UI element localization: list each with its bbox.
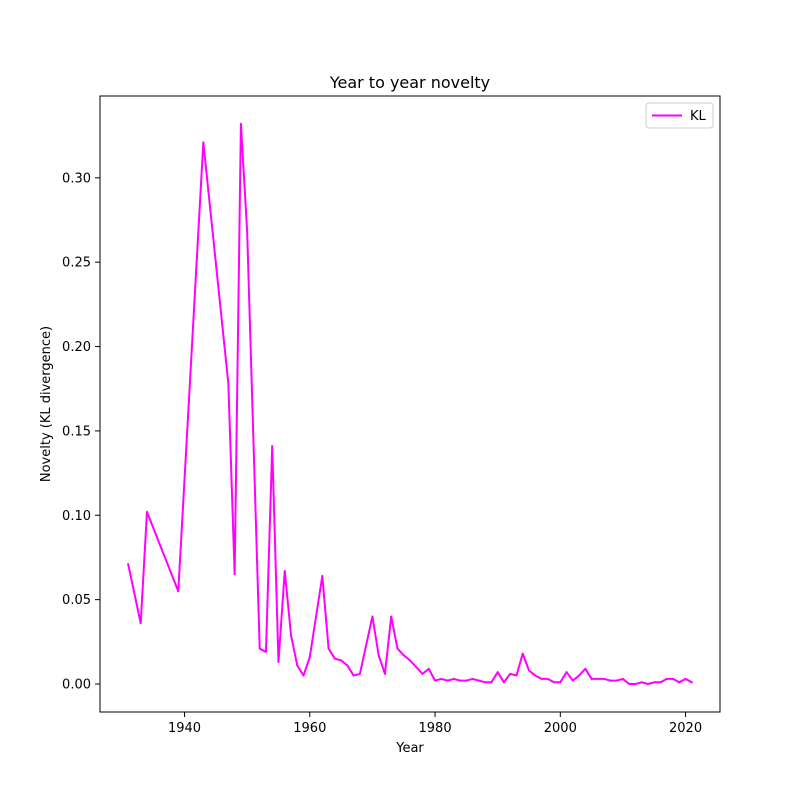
data-point <box>145 510 148 513</box>
data-point <box>659 681 662 684</box>
legend-label-kl: KL <box>690 109 707 124</box>
data-point <box>202 141 205 144</box>
data-point <box>271 445 274 448</box>
data-point <box>571 679 574 682</box>
series-layer <box>127 122 693 685</box>
data-point <box>383 672 386 675</box>
x-tick-label: 1980 <box>419 721 452 736</box>
data-point <box>534 674 537 677</box>
x-tick-label: 1940 <box>168 721 201 736</box>
data-point <box>227 382 230 385</box>
y-tick-label: 0.10 <box>62 509 91 524</box>
data-point <box>690 681 693 684</box>
data-point <box>290 634 293 637</box>
axes-frame <box>99 95 721 713</box>
y-axis-label: Novelty (KL divergence) <box>39 326 54 482</box>
data-point <box>371 615 374 618</box>
data-point <box>546 677 549 680</box>
data-point <box>459 679 462 682</box>
data-point <box>484 681 487 684</box>
y-tick-label: 0.30 <box>62 171 91 186</box>
data-point <box>653 681 656 684</box>
data-point <box>465 679 468 682</box>
data-point <box>621 677 624 680</box>
data-point <box>603 677 606 680</box>
y-tick-label: 0.15 <box>62 424 91 439</box>
data-point <box>628 682 631 685</box>
data-point <box>409 659 411 662</box>
x-axis-label: Year <box>395 741 424 756</box>
data-point <box>346 664 349 667</box>
data-point <box>296 664 299 667</box>
data-point <box>672 677 675 680</box>
y-axis: 0.00 0.05 0.10 0.15 0.20 0.25 0.30 <box>62 171 100 692</box>
data-point <box>553 681 556 684</box>
x-tick-label: 2020 <box>669 721 702 736</box>
data-point <box>358 672 361 675</box>
data-point <box>640 681 643 684</box>
chart-title: Year to year novelty <box>329 73 490 92</box>
data-point <box>578 674 581 677</box>
data-point <box>502 681 505 684</box>
y-tick-label: 0.05 <box>62 593 91 608</box>
data-point <box>565 671 568 674</box>
data-point <box>665 677 668 680</box>
data-point <box>308 655 311 658</box>
data-point <box>509 672 512 675</box>
data-point <box>440 677 443 680</box>
data-point <box>302 674 305 677</box>
data-point <box>684 677 687 680</box>
data-point <box>421 672 424 675</box>
plot-area <box>99 95 721 713</box>
data-point <box>177 590 180 593</box>
x-axis: 1940 1960 1980 2000 2020 <box>168 712 702 736</box>
data-point <box>590 677 593 680</box>
data-point <box>327 647 330 650</box>
data-point <box>527 669 530 672</box>
data-point <box>446 679 449 682</box>
data-point <box>678 681 681 684</box>
data-point <box>246 230 249 233</box>
data-point <box>646 682 649 685</box>
data-point <box>283 569 286 572</box>
data-point <box>452 677 455 680</box>
data-point <box>139 622 142 625</box>
data-point <box>258 647 261 650</box>
y-tick-label: 0.25 <box>62 256 91 271</box>
data-point <box>515 674 518 677</box>
data-point <box>634 682 637 685</box>
data-point <box>396 647 399 650</box>
x-tick-label: 2000 <box>544 721 577 736</box>
data-point <box>434 679 437 682</box>
data-point <box>609 679 612 682</box>
data-point <box>540 677 543 680</box>
data-point <box>377 654 380 657</box>
data-point <box>427 667 430 670</box>
data-point <box>471 677 474 680</box>
data-point <box>390 615 393 618</box>
data-point <box>352 674 355 677</box>
data-point <box>490 681 493 684</box>
data-point <box>402 654 405 657</box>
data-point <box>277 661 280 664</box>
y-tick-label: 0.20 <box>62 340 91 355</box>
data-point <box>233 573 236 576</box>
data-point <box>321 575 324 578</box>
data-point <box>333 657 336 660</box>
x-tick-label: 1960 <box>293 721 326 736</box>
data-point <box>559 681 562 684</box>
data-point <box>521 652 524 655</box>
y-tick-label: 0.00 <box>62 677 91 692</box>
data-point <box>264 650 267 653</box>
data-point <box>496 671 499 674</box>
legend: KL <box>645 102 714 129</box>
data-point <box>127 563 130 566</box>
data-point <box>477 679 480 682</box>
data-point <box>340 659 343 662</box>
data-point <box>615 679 618 682</box>
data-point <box>239 122 242 125</box>
data-point <box>584 667 587 670</box>
